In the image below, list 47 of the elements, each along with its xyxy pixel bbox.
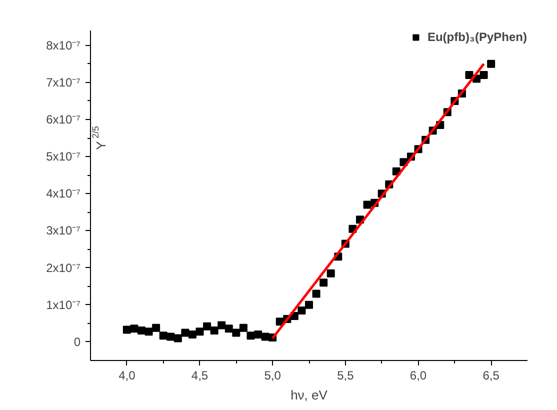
y-tick-label: 1x10⁻⁷ (46, 298, 81, 312)
point (298, 306, 306, 314)
point (239, 324, 248, 332)
point (224, 324, 233, 333)
y-tick-label: 5x10⁻⁷ (46, 150, 81, 164)
point (166, 332, 175, 341)
point (159, 332, 168, 340)
y-tick-label: 2x10⁻⁷ (46, 260, 81, 275)
point (181, 328, 190, 337)
point (188, 330, 196, 339)
point (320, 278, 328, 287)
legend-label: Eu(pfb)₃(PyPhen) (427, 30, 527, 44)
x-tick-label: 5,5 (337, 368, 354, 382)
y-tick-label: 6x10⁻⁷ (46, 112, 81, 126)
point (363, 200, 372, 209)
point (326, 269, 335, 278)
point (137, 326, 146, 334)
point (174, 334, 182, 342)
point (465, 70, 474, 79)
point (246, 332, 255, 340)
x-tick-label: 4,0 (118, 368, 136, 382)
point (144, 328, 153, 336)
point (196, 328, 204, 336)
point (210, 326, 218, 334)
y-axis-title: Y2/5 (90, 126, 108, 150)
x-axis-title: hν, eV (290, 388, 328, 402)
x-tick-label: 5,0 (264, 368, 282, 382)
point (218, 321, 226, 330)
point (487, 60, 496, 68)
point (312, 290, 320, 298)
point (305, 300, 313, 309)
y-tick-label: 7x10⁻⁷ (46, 75, 81, 90)
x-tick-label: 6,0 (410, 368, 427, 382)
point (130, 324, 138, 333)
point (152, 324, 160, 332)
y-tick-label: 4x10⁻⁷ (46, 186, 81, 201)
point (232, 328, 240, 337)
point (261, 332, 270, 341)
point (480, 70, 488, 79)
point (254, 330, 262, 339)
x-tick-label: 6,5 (482, 368, 500, 382)
point (203, 322, 212, 330)
y-tick-label: 0 (74, 334, 81, 349)
x-tick-label: 4,5 (191, 368, 208, 382)
y-tick-label: 3x10⁻⁷ (46, 224, 81, 238)
y-tick-label: 8x10⁻⁷ (46, 38, 81, 52)
point (122, 326, 131, 334)
